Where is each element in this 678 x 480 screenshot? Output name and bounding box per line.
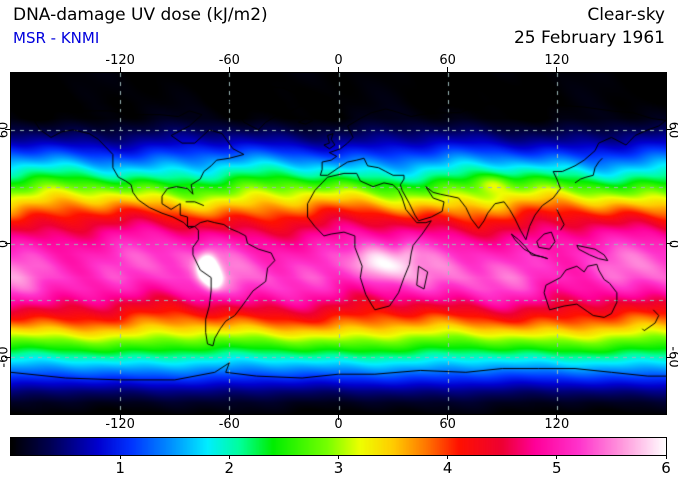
- lon-tick-label-top: 0: [334, 53, 343, 68]
- colorbar-tick-mark: [119, 456, 121, 459]
- colorbar-tick-mark: [556, 456, 558, 459]
- colorbar-tick-label: 5: [552, 459, 562, 477]
- lat-tick-mark-left: [5, 129, 10, 131]
- lon-tick-mark-top: [556, 67, 558, 72]
- lon-tick-label-bottom: 0: [334, 417, 343, 432]
- lon-tick-mark-bottom: [228, 415, 230, 420]
- colorbar-tick-mark: [447, 456, 449, 459]
- lon-tick-label-bottom: 120: [544, 417, 570, 432]
- source-label: MSR - KNMI: [13, 29, 100, 47]
- lon-tick-mark-top: [228, 67, 230, 72]
- colorbar-tick-label: 3: [333, 459, 344, 477]
- lon-tick-label-top: -60: [218, 53, 240, 68]
- uv-heatmap-canvas: [11, 73, 666, 414]
- date-label: 25 February 1961: [513, 28, 665, 48]
- lon-tick-label-bottom: -60: [218, 417, 240, 432]
- colorbar-tick-mark: [665, 456, 667, 459]
- lat-tick-mark-left: [5, 243, 10, 244]
- lon-tick-mark-bottom: [119, 415, 121, 420]
- lon-tick-mark-top: [447, 67, 449, 72]
- lon-tick-label-top: -120: [105, 53, 135, 68]
- lon-tick-mark-bottom: [556, 415, 558, 420]
- lat-tick-mark-right: [667, 356, 672, 358]
- lon-tick-label-bottom: -120: [105, 417, 135, 432]
- colorbar-tick-label: 1: [115, 459, 125, 477]
- colorbar-tick-label: 2: [224, 459, 235, 477]
- world-map-plot: [10, 72, 667, 415]
- lon-tick-mark-bottom: [338, 415, 339, 420]
- colorbar-gradient-canvas: [11, 438, 666, 455]
- page-title: DNA-damage UV dose (kJ/m2): [13, 5, 268, 25]
- colorbar-tick-mark: [338, 456, 339, 459]
- lon-tick-mark-top: [119, 67, 121, 72]
- lat-tick-mark-right: [667, 129, 672, 131]
- colorbar-tick-mark: [228, 456, 230, 459]
- condition-label: Clear-sky: [587, 5, 665, 25]
- lat-tick-mark-left: [5, 356, 10, 358]
- lat-tick-mark-right: [667, 243, 672, 244]
- colorbar-tick-label: 6: [661, 459, 671, 477]
- lon-tick-label-bottom: 60: [439, 417, 456, 432]
- lon-tick-label-top: 120: [544, 53, 570, 68]
- lon-tick-label-top: 60: [439, 53, 456, 68]
- lon-tick-mark-top: [338, 67, 339, 72]
- colorbar-tick-label: 4: [442, 459, 453, 477]
- lon-tick-mark-bottom: [447, 415, 449, 420]
- colorbar: [10, 437, 667, 456]
